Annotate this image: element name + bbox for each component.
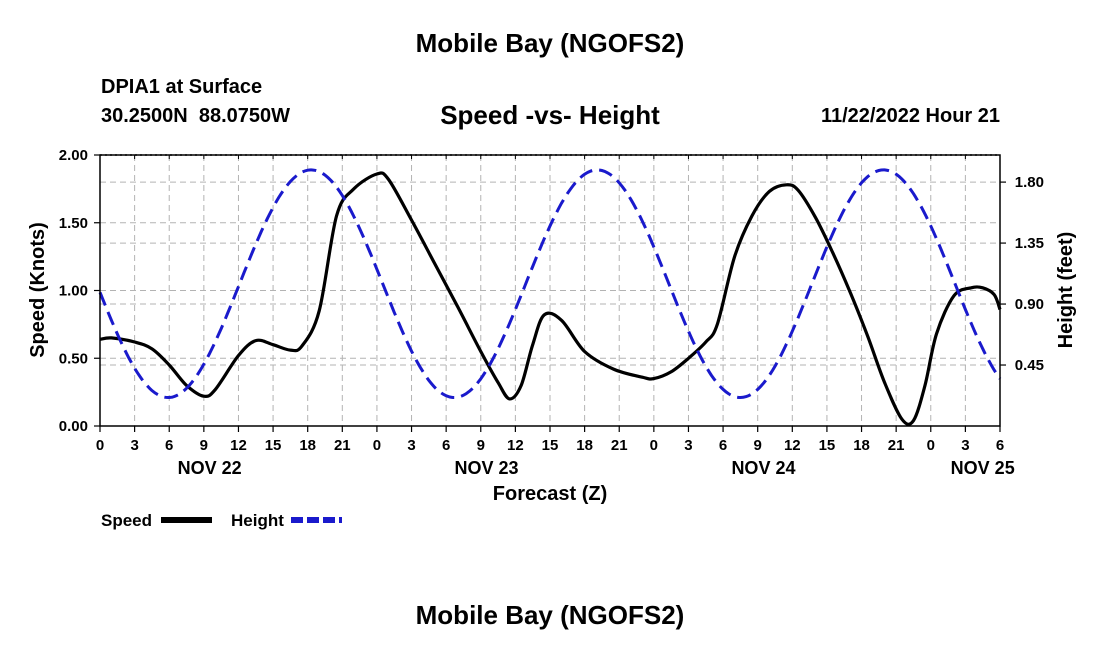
series-lines <box>98 168 1002 426</box>
x-tick-label: 3 <box>130 437 138 454</box>
x-tick-label: 6 <box>442 437 450 454</box>
footer-title: Mobile Bay (NGOFS2) <box>415 600 685 630</box>
x-tick-label: 0 <box>650 437 658 454</box>
y-tick-label: 2.00 <box>59 147 88 164</box>
x-tick-label: 15 <box>819 437 836 454</box>
x-tick-label: 9 <box>200 437 208 454</box>
y2-tick-label: 1.35 <box>1015 235 1044 252</box>
legend-label-speed: Speed <box>101 511 152 530</box>
series-speed-line <box>99 171 1002 426</box>
x-tick-label: 18 <box>299 437 316 454</box>
x-tick-label: 0 <box>373 437 381 454</box>
x-tick-label: 0 <box>927 437 935 454</box>
x-tick-label: 6 <box>996 437 1004 454</box>
x-tick-label: 3 <box>407 437 415 454</box>
x-tick-label: 3 <box>961 437 969 454</box>
grid-lines <box>100 155 1000 426</box>
legend: Speed Height <box>101 511 342 530</box>
x-tick-label: 18 <box>576 437 593 454</box>
y2-axis-label: Height (feet) <box>1055 232 1077 349</box>
x-tick-label: 21 <box>611 437 628 454</box>
station-name: DPIA1 at Surface <box>101 76 263 98</box>
legend-label-height: Height <box>231 511 284 530</box>
y-tick-label: 0.50 <box>59 350 88 367</box>
series-height-line <box>98 168 1002 400</box>
x-tick-label: 0 <box>96 437 104 454</box>
x-tick-label: 21 <box>888 437 905 454</box>
x-axis-label: Forecast (Z) <box>493 483 607 505</box>
y2-tick-label: 0.90 <box>1015 296 1044 313</box>
y2-tick-label: 0.45 <box>1015 357 1044 374</box>
x-tick-label: 6 <box>165 437 173 454</box>
y-axis-label: Speed (Knots) <box>27 222 49 358</box>
x-tick-label: 15 <box>265 437 282 454</box>
chart-subtitle: Speed -vs- Height <box>440 100 660 130</box>
x-tick-label: 12 <box>230 437 247 454</box>
date-label: NOV 22 <box>178 458 242 478</box>
x-tick-label: 21 <box>334 437 351 454</box>
x-tick-label: 6 <box>719 437 727 454</box>
station-coordinates: 30.2500N 88.0750W <box>101 105 291 127</box>
x-tick-label: 12 <box>784 437 801 454</box>
x-tick-label: 12 <box>507 437 524 454</box>
x-tick-label: 15 <box>542 437 559 454</box>
y-tick-label: 0.00 <box>59 418 88 435</box>
x-tick-label: 3 <box>684 437 692 454</box>
forecast-timestamp: 11/22/2022 Hour 21 <box>820 105 1000 127</box>
date-label: NOV 23 <box>455 458 519 478</box>
x-tick-label: 18 <box>853 437 870 454</box>
y-tick-label: 1.50 <box>59 215 88 232</box>
date-label: NOV 25 <box>951 458 1015 478</box>
y2-tick-label: 1.80 <box>1015 174 1044 191</box>
x-tick-label: 9 <box>754 437 762 454</box>
x-tick-label: 9 <box>477 437 485 454</box>
date-label: NOV 24 <box>731 458 795 478</box>
axes: 0 3 6 9 12 15 18 21 0 3 6 9 12 15 18 21 0 3 6 9 12 15 18 21 0 3 6N… <box>59 147 1044 478</box>
chart-title: Mobile Bay (NGOFS2) <box>415 28 685 58</box>
y-tick-label: 1.00 <box>59 283 88 300</box>
